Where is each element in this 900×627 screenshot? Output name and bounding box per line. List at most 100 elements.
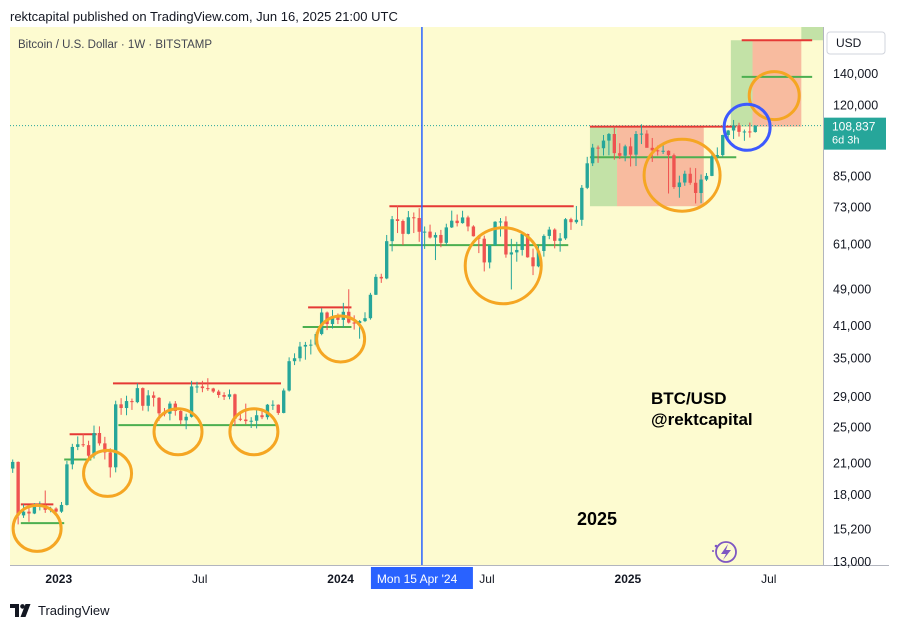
price-axis-tick: 25,000 — [833, 421, 871, 435]
tradingview-brand[interactable]: TradingView — [10, 600, 110, 620]
candle-body — [216, 391, 221, 396]
candle — [195, 381, 199, 393]
price-chart[interactable]: Bitcoin / U.S. Dollar · 1W · BITSTAMP BT… — [10, 27, 889, 593]
time-axis-tick: Jul — [761, 572, 776, 586]
candle — [206, 378, 210, 391]
candle-body — [32, 505, 37, 514]
candle-body — [406, 217, 411, 234]
candle-body — [417, 218, 421, 232]
candle-body — [238, 418, 243, 420]
candle-body — [574, 219, 579, 223]
candle — [330, 309, 335, 329]
candle — [395, 205, 400, 234]
candle-body — [92, 432, 96, 456]
candle-body — [21, 511, 26, 516]
candle — [374, 274, 378, 295]
candle — [742, 129, 747, 141]
retest-circle — [747, 70, 801, 122]
candle-body — [11, 461, 15, 469]
candle-body — [368, 294, 373, 319]
candle — [146, 390, 150, 412]
candle — [748, 122, 752, 138]
green-zone — [730, 40, 753, 127]
candle-body — [401, 220, 405, 234]
candle — [76, 436, 80, 451]
candle-body — [721, 134, 725, 156]
symbol-line: Bitcoin / U.S. Dollar · 1W · BITSTAMP — [18, 39, 212, 51]
candle — [563, 218, 568, 240]
candle — [227, 389, 232, 400]
candle-body — [487, 245, 492, 263]
price-axis-tick: 29,000 — [833, 390, 871, 404]
candle-body — [553, 229, 557, 241]
candle-body — [233, 394, 237, 419]
time-axis[interactable]: 2023 Jul 2024 Jul 2025 Jul — [45, 572, 776, 586]
retest-circle — [228, 407, 280, 457]
candle — [292, 353, 297, 366]
candle-body — [70, 446, 75, 465]
candle — [634, 131, 638, 167]
candle — [238, 413, 243, 422]
retest-circle — [642, 137, 722, 213]
candle — [753, 125, 757, 133]
candle-body — [547, 229, 551, 236]
candle — [504, 216, 508, 258]
candle-body — [531, 257, 535, 267]
candle — [119, 398, 123, 415]
currency-button[interactable]: USD — [826, 31, 886, 55]
price-axis[interactable]: 140,000 120,000 85,000 73,000 61,000 49,000 41… — [833, 67, 878, 569]
candle — [666, 150, 671, 194]
candle — [233, 393, 237, 426]
candle — [103, 436, 107, 460]
candle — [731, 119, 736, 139]
candle-body — [303, 344, 308, 347]
candles-layer — [11, 119, 757, 525]
time-axis-tick: 2023 — [45, 572, 72, 586]
candle — [385, 234, 389, 280]
candle — [97, 426, 102, 446]
candle — [135, 383, 140, 404]
candle-body — [634, 134, 638, 155]
candle-body — [471, 226, 476, 237]
lightning-icon[interactable] — [712, 541, 737, 563]
time-axis-tick: 2024 — [327, 572, 354, 586]
candle-body — [607, 134, 611, 141]
candle — [298, 341, 302, 362]
candle-body — [509, 252, 514, 255]
candle-body — [731, 125, 736, 131]
candle — [515, 241, 519, 262]
retest-circle — [82, 448, 134, 498]
candle-body — [590, 147, 595, 164]
candle — [428, 224, 432, 239]
candle-body — [498, 221, 503, 223]
candle — [569, 217, 573, 230]
retest-circle — [463, 226, 543, 306]
candle-body — [292, 358, 297, 362]
candle-body — [254, 415, 259, 421]
candle — [412, 212, 416, 234]
candle-body — [357, 321, 362, 324]
price-axis-tick: 18,000 — [833, 488, 871, 502]
candle — [710, 151, 714, 177]
candle-body — [748, 131, 752, 133]
candle — [645, 130, 649, 148]
candle-body — [428, 231, 432, 238]
candle — [439, 229, 443, 248]
candle-body — [520, 234, 524, 250]
candle — [699, 174, 703, 204]
candle — [141, 387, 145, 411]
candle-body — [114, 404, 118, 468]
candle — [558, 233, 562, 252]
candle-body — [558, 238, 562, 241]
candle-body — [16, 461, 20, 516]
candle-body — [298, 346, 302, 359]
candle-body — [135, 388, 140, 403]
candle-body — [536, 250, 541, 267]
candle-body — [363, 318, 367, 322]
candle — [628, 137, 633, 167]
candle-body — [385, 241, 389, 279]
green-zone — [589, 157, 618, 207]
plot-axis-right-border — [823, 27, 824, 565]
candle — [553, 228, 557, 249]
candle — [406, 211, 411, 235]
